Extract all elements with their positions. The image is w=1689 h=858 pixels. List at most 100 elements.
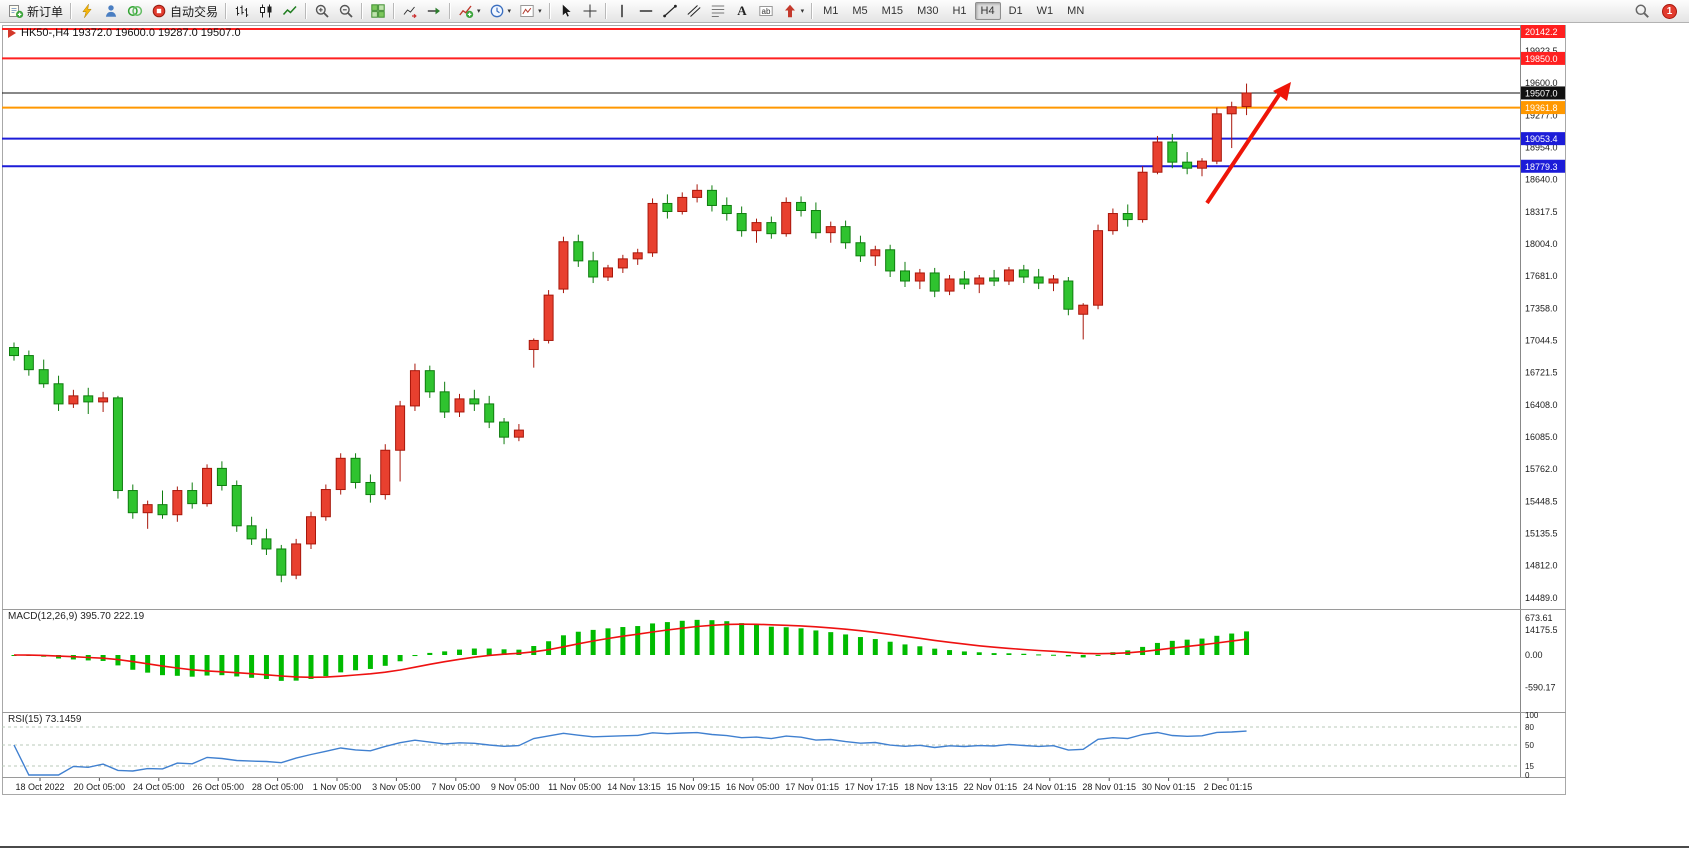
profile-button[interactable] xyxy=(99,1,123,21)
y-axis-label: 50 xyxy=(1525,741,1534,750)
candle xyxy=(216,467,227,487)
timeframe-h4-button[interactable]: H4 xyxy=(974,2,1001,20)
community-button[interactable] xyxy=(123,1,147,21)
periods-button[interactable]: ▾ xyxy=(485,1,516,21)
macd-histogram-bar xyxy=(382,655,388,666)
candle xyxy=(870,249,881,257)
vertical-line-button[interactable] xyxy=(610,1,634,21)
candle xyxy=(1226,106,1237,115)
candle xyxy=(647,202,658,254)
search-button[interactable] xyxy=(1630,1,1654,21)
chart-title-text: HK50-,H4 19372.0 19600.0 19287.0 19507.0 xyxy=(21,27,241,39)
text-label-button[interactable]: ab xyxy=(754,1,778,21)
toolbar-separator xyxy=(811,3,814,19)
toolbar-separator xyxy=(361,3,364,19)
notification-badge[interactable]: 1 xyxy=(1662,3,1677,19)
toolbar-separator xyxy=(393,3,396,19)
macd-histogram-bar xyxy=(367,655,373,669)
timeframe-m15-button[interactable]: M15 xyxy=(876,2,909,20)
tile-windows-icon xyxy=(371,4,385,18)
x-axis-label: 28 Nov 01:15 xyxy=(1082,782,1136,792)
timeframe-mn-button[interactable]: MN xyxy=(1061,2,1090,20)
macd-histogram-bar xyxy=(531,646,537,655)
arrows-button[interactable]: ▾ xyxy=(778,1,809,21)
candle xyxy=(1003,269,1014,282)
candle xyxy=(1152,141,1163,173)
x-axis-label: 22 Nov 01:15 xyxy=(964,782,1018,792)
macd-histogram-bar xyxy=(1065,655,1071,657)
y-axis-label: 100 xyxy=(1525,711,1539,720)
x-axis-label: 7 Nov 05:00 xyxy=(432,782,481,792)
macd-histogram-bar xyxy=(887,641,893,655)
timeframe-h1-button[interactable]: H1 xyxy=(946,2,972,20)
timeframe-m1-button[interactable]: M1 xyxy=(817,2,844,20)
macd-histogram-bar xyxy=(1036,654,1042,656)
y-axis-label: 15448.5 xyxy=(1525,496,1558,506)
quick-trade-button[interactable] xyxy=(75,1,99,21)
crosshair-button[interactable] xyxy=(578,1,602,21)
candle xyxy=(484,403,495,423)
macd-histogram-bar xyxy=(798,628,804,655)
zoom-out-button[interactable] xyxy=(334,1,358,21)
text-button[interactable]: A xyxy=(730,1,754,21)
macd-histogram-bar xyxy=(234,655,240,677)
candle xyxy=(424,370,435,393)
candle xyxy=(825,226,836,234)
candle xyxy=(974,277,985,285)
macd-histogram-bar xyxy=(308,655,314,679)
chart-canvas[interactable] xyxy=(2,25,1566,795)
line-chart-mode-button[interactable] xyxy=(278,1,302,21)
macd-histogram-bar xyxy=(1051,654,1056,656)
candle xyxy=(23,355,34,371)
new-order-button[interactable]: 新订单 xyxy=(4,1,67,21)
candle xyxy=(603,267,613,278)
y-axis-label: 16085.0 xyxy=(1525,432,1558,442)
chart-shift-button[interactable] xyxy=(398,1,422,21)
tile-windows-button[interactable] xyxy=(366,1,390,21)
search-icon xyxy=(1635,4,1649,18)
y-axis-label: 15762.0 xyxy=(1525,464,1558,474)
macd-histogram-bar xyxy=(1080,655,1086,658)
panel-splitter[interactable] xyxy=(0,846,1689,848)
trend-arrow-head[interactable] xyxy=(1273,82,1291,101)
candle-chart-mode-button[interactable] xyxy=(254,1,278,21)
candle xyxy=(246,525,257,540)
candle xyxy=(855,242,866,257)
x-axis-label: 15 Nov 09:15 xyxy=(667,782,721,792)
horizontal-line-button[interactable] xyxy=(634,1,658,21)
timeframe-w1-button[interactable]: W1 xyxy=(1031,2,1060,20)
macd-histogram-bar xyxy=(174,655,180,676)
macd-histogram-bar xyxy=(590,629,596,655)
chart-candles-icon xyxy=(260,4,272,18)
price-chart[interactable]: 19923.5 19600.0 19277.0 18954.0 18640.0 18317… xyxy=(2,25,1566,795)
bar-chart-mode-button[interactable] xyxy=(230,1,254,21)
macd-histogram-bar xyxy=(605,628,611,655)
trendline-button[interactable] xyxy=(658,1,682,21)
candle xyxy=(1093,230,1104,306)
chart-window: 19923.5 19600.0 19277.0 18954.0 18640.0 18317… xyxy=(0,23,1689,858)
candle xyxy=(766,222,777,235)
zoom-in-button[interactable] xyxy=(310,1,334,21)
candle xyxy=(1137,171,1148,221)
auto-scroll-button[interactable] xyxy=(422,1,446,21)
macd-histogram-bar xyxy=(843,634,849,655)
macd-histogram-bar xyxy=(724,621,730,655)
candle xyxy=(1122,213,1133,221)
timeframe-d1-button[interactable]: D1 xyxy=(1003,2,1029,20)
macd-histogram-bar xyxy=(457,649,462,655)
x-axis-label: 18 Oct 2022 xyxy=(15,782,64,792)
timeframe-m5-button[interactable]: M5 xyxy=(846,2,873,20)
channel-button[interactable] xyxy=(682,1,706,21)
trend-arrow-object[interactable] xyxy=(1205,93,1281,205)
autotrade-icon xyxy=(152,4,166,18)
autotrade-button[interactable]: 自动交易 xyxy=(147,1,222,21)
macd-histogram-bar xyxy=(932,648,938,655)
fibo-icon xyxy=(711,5,724,17)
fibonacci-button[interactable] xyxy=(706,1,730,21)
indicators-button[interactable]: ▾ xyxy=(454,1,485,21)
cursor-button[interactable] xyxy=(554,1,578,21)
candle xyxy=(380,449,391,496)
timeframe-m30-button[interactable]: M30 xyxy=(911,2,944,20)
templates-button[interactable]: ▾ xyxy=(515,1,546,21)
